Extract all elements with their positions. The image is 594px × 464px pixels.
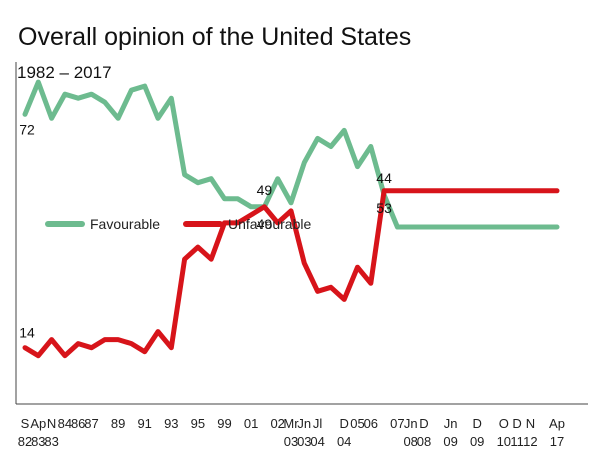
x-tick-label: 87	[84, 416, 98, 431]
legend-label-unfavourable: Unfavourable	[228, 216, 311, 232]
chart-title: Overall opinion of the United States	[18, 23, 411, 51]
data-label-favourable: 49	[257, 182, 273, 198]
x-tick-label: Jl	[313, 416, 323, 431]
x-tick-label: 82	[18, 434, 32, 449]
chart-subtitle: 1982 – 2017	[17, 63, 112, 82]
x-tick-label: 06	[364, 416, 378, 431]
x-tick-label: Ap	[30, 416, 46, 431]
x-tick-label: D	[419, 416, 428, 431]
x-tick-label: N	[47, 416, 56, 431]
x-tick-label: 03	[284, 434, 298, 449]
x-tick-label: 86	[71, 416, 85, 431]
x-tick-label: 89	[111, 416, 125, 431]
x-tick-label: 02	[270, 416, 284, 431]
x-tick-label: 03	[297, 434, 311, 449]
x-tick-label: 04	[310, 434, 324, 449]
x-tick-label: D	[473, 416, 482, 431]
series-line-unfavourable	[22, 188, 560, 359]
x-tick-label: 12	[523, 434, 537, 449]
x-tick-label: Jn	[404, 416, 418, 431]
data-label-unfavourable: 53	[376, 200, 392, 216]
x-tick-label: D	[340, 416, 349, 431]
x-tick-label: Jn	[444, 416, 458, 431]
data-label-favourable: 44	[376, 170, 392, 186]
x-tick-label: 95	[191, 416, 205, 431]
x-tick-label: 07	[390, 416, 404, 431]
x-tick-label: 83	[31, 434, 45, 449]
x-tick-label: 99	[217, 416, 231, 431]
x-tick-label: 05	[350, 416, 364, 431]
x-tick-label: Ap	[549, 416, 565, 431]
series-line-favourable	[22, 79, 560, 230]
x-tick-label: 09	[470, 434, 484, 449]
legend: Favourable Unfavourable	[45, 216, 311, 232]
series-layer	[22, 79, 560, 359]
data-label-favourable: 72	[19, 121, 35, 137]
data-label-unfavourable: 49	[257, 216, 273, 232]
legend-label-favourable: Favourable	[90, 216, 160, 232]
x-tick-label: 11	[510, 434, 524, 449]
data-label-unfavourable: 14	[19, 325, 35, 341]
x-tick-label: 17	[550, 434, 564, 449]
x-tick-label: 08	[417, 434, 431, 449]
x-tick-label: 09	[443, 434, 457, 449]
x-tick-label: 93	[164, 416, 178, 431]
x-tick-label: N	[526, 416, 535, 431]
x-tick-label: 84	[58, 416, 72, 431]
x-tick-label: 10	[497, 434, 511, 449]
x-tick-label: S	[21, 416, 30, 431]
x-tick-label: 08	[403, 434, 417, 449]
x-tick-label: 83	[44, 434, 58, 449]
x-tick-label: O	[499, 416, 509, 431]
x-tick-label: Jn	[297, 416, 311, 431]
x-tick-label: Mr	[283, 416, 299, 431]
x-tick-label: D	[512, 416, 521, 431]
x-tick-label: 04	[337, 434, 351, 449]
data-labels-layer: 72 14 49 49 44 53	[19, 121, 392, 340]
x-tick-label: 01	[244, 416, 258, 431]
x-tick-label: 91	[137, 416, 151, 431]
